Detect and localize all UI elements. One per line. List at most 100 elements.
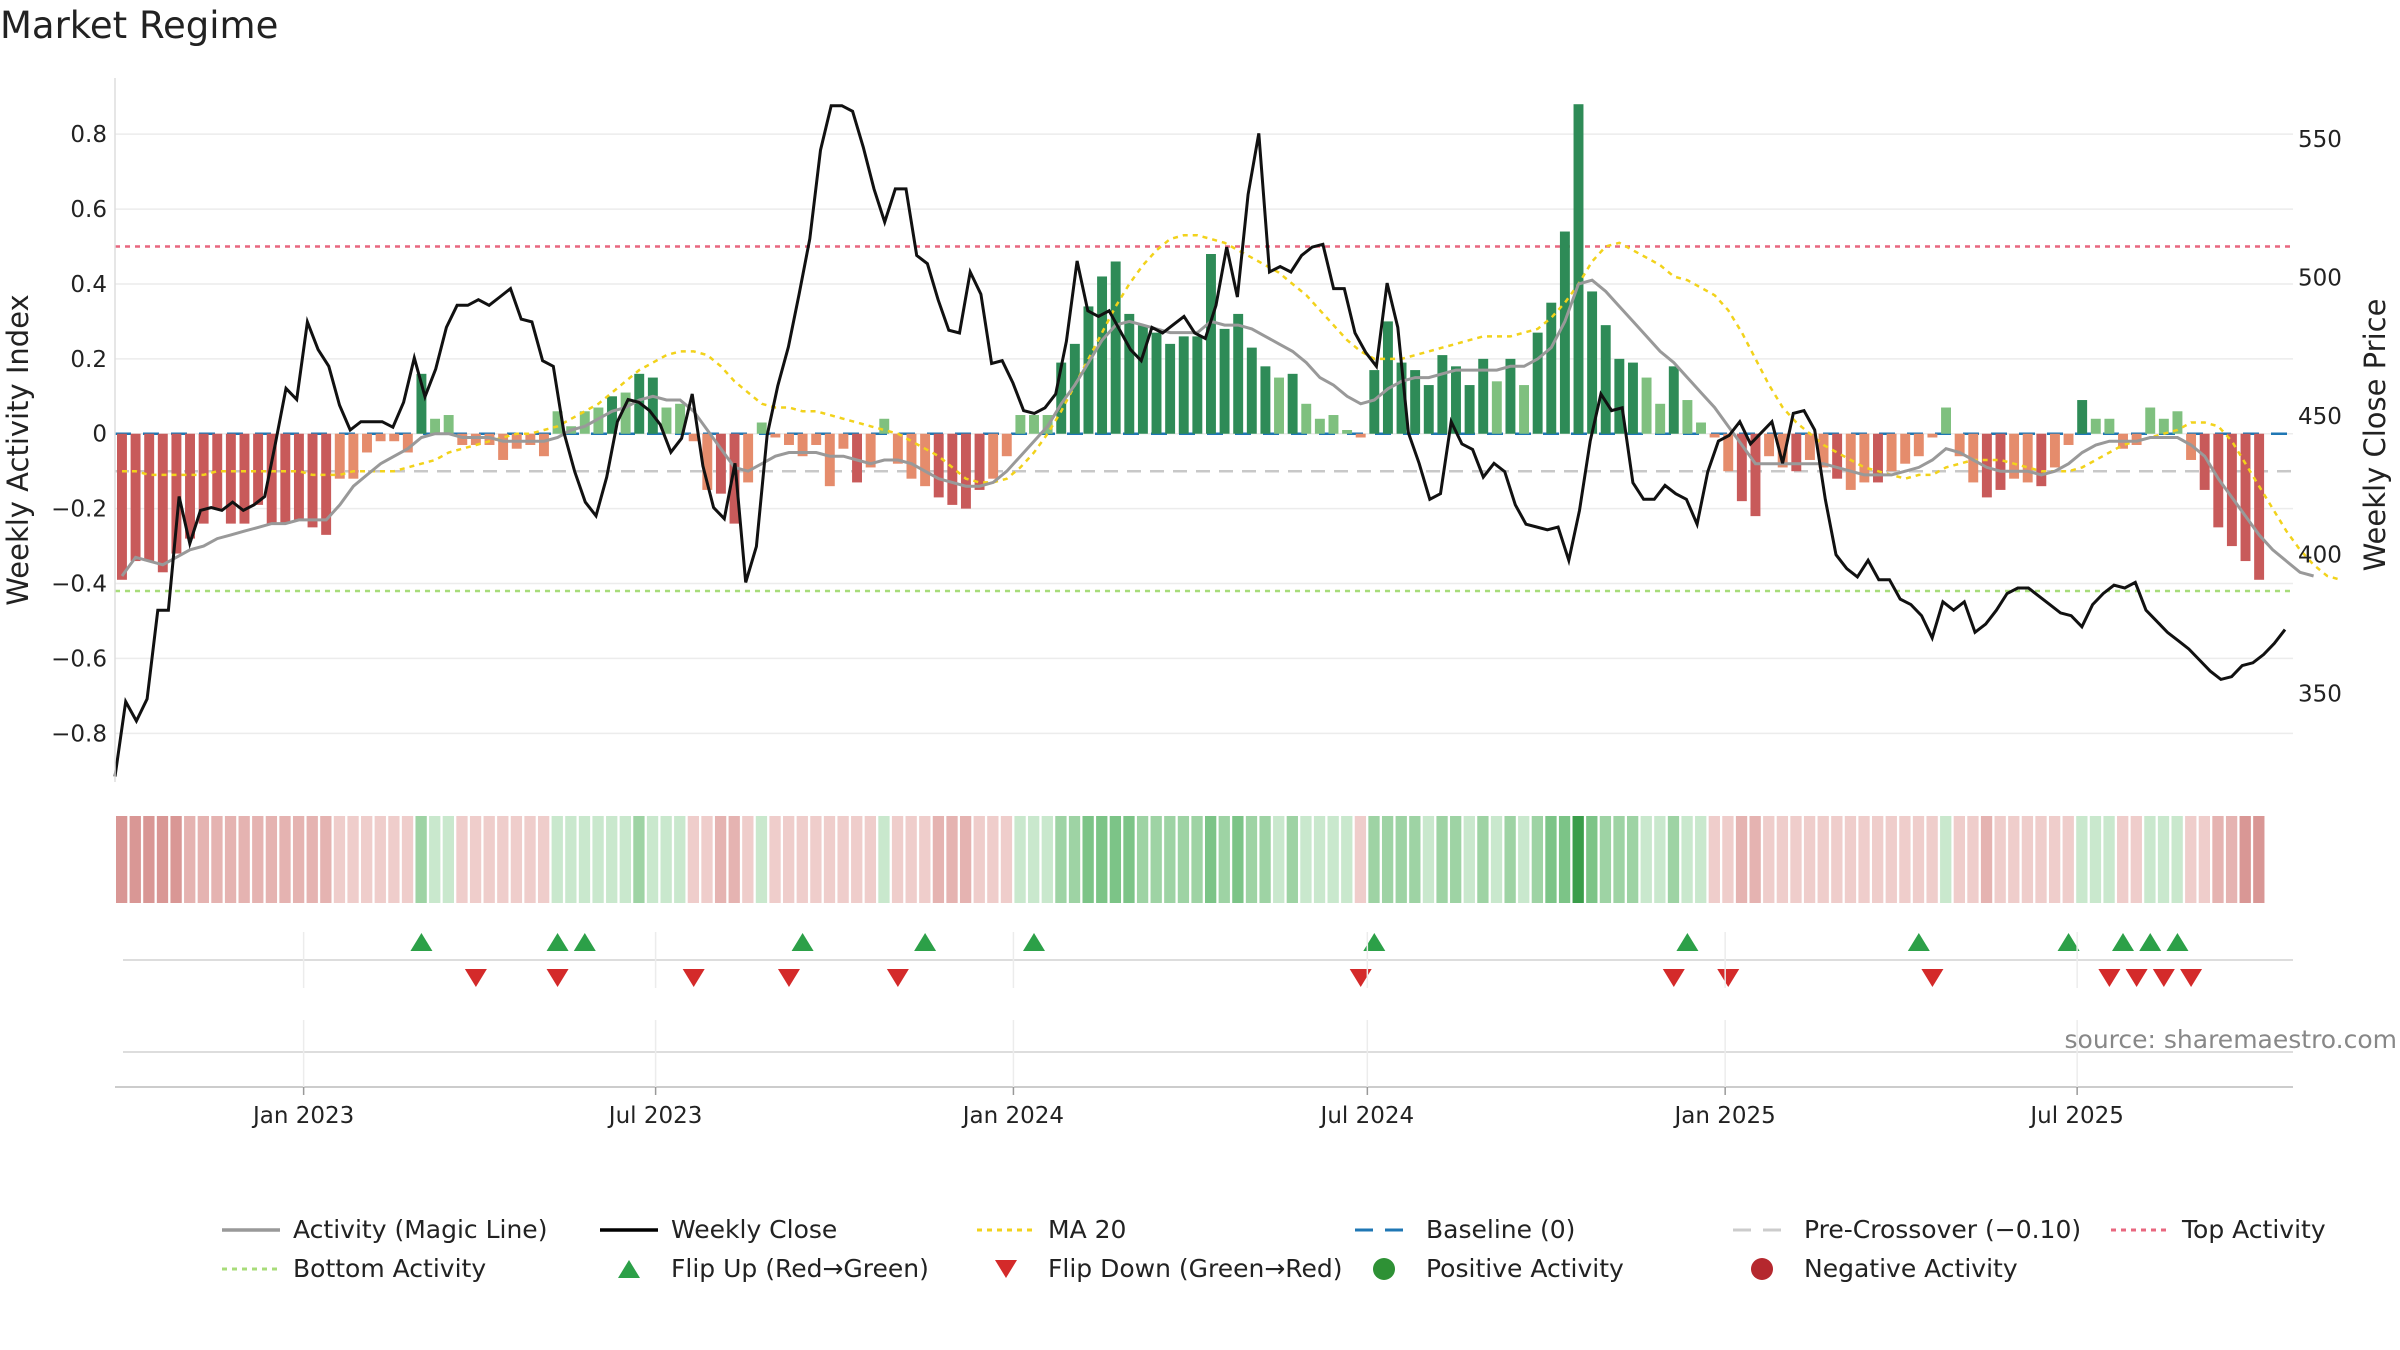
activity-bar: [1941, 407, 1951, 434]
heat-cell: [2130, 816, 2142, 903]
activity-bar: [988, 433, 999, 479]
heat-cell: [973, 816, 985, 903]
activity-bar: [239, 433, 250, 524]
heat-cell: [1940, 816, 1952, 903]
heat-cell: [1300, 816, 1312, 903]
heat-cell: [2171, 816, 2183, 903]
heat-cell: [184, 816, 196, 903]
y2-axis-label: Weekly Close Price: [2358, 299, 2392, 572]
activity-bar: [1342, 430, 1353, 434]
activity-bar: [457, 433, 468, 445]
activity-bar: [1478, 358, 1489, 434]
heat-cell: [1136, 816, 1149, 903]
flip-down-marker: [1349, 969, 1372, 987]
activity-bar: [1097, 276, 1108, 434]
activity-bar: [2145, 407, 2156, 434]
activity-bar: [212, 433, 223, 509]
activity-bar: [1600, 325, 1611, 434]
heat-cell: [469, 816, 482, 903]
activity-bar: [2158, 418, 2169, 434]
activity-bar: [416, 373, 427, 434]
flip-up-marker: [1363, 933, 1386, 951]
flip-up-marker: [573, 933, 596, 951]
activity-bar: [1587, 291, 1598, 434]
heat-cell: [1790, 816, 1802, 903]
heat-cell: [864, 816, 876, 903]
heat-cell: [1695, 816, 1707, 903]
series-lines: [113, 104, 2342, 777]
activity-bar: [157, 433, 168, 573]
activity-bar: [2036, 433, 2047, 487]
heat-cell: [2035, 816, 2047, 903]
activity-bar: [906, 433, 917, 479]
activity-bar: [1627, 362, 1638, 434]
y2-tick-label: 350: [2298, 681, 2342, 707]
magic-line: [120, 278, 2314, 578]
y2-tick-label: 500: [2298, 266, 2342, 292]
activity-bar: [1246, 347, 1257, 434]
flip-down-marker: [2180, 969, 2203, 987]
y2-tick-label: 400: [2298, 543, 2342, 569]
heat-cell: [823, 816, 836, 903]
activity-bar: [1777, 433, 1788, 468]
activity-bar: [1845, 433, 1856, 490]
heat-cell: [1177, 816, 1190, 903]
activity-bar: [947, 433, 958, 505]
activity-bar: [2199, 433, 2210, 490]
heat-cell: [1599, 816, 1612, 903]
activity-bar: [879, 418, 890, 434]
heat-cell: [2008, 816, 2020, 903]
activity-bar: [1954, 433, 1965, 457]
activity-bar: [1655, 403, 1666, 434]
heat-cell: [333, 816, 346, 903]
heat-cell: [1395, 816, 1407, 903]
heat-cell: [932, 816, 945, 903]
activity-bar: [1641, 377, 1652, 434]
heat-cell: [1055, 816, 1067, 903]
activity-bar: [838, 433, 849, 449]
activity-bar: [1723, 433, 1734, 472]
heat-cell: [2021, 816, 2034, 903]
flip-down-marker: [2152, 969, 2175, 987]
heat-cell: [633, 816, 645, 903]
heat-cell: [2157, 816, 2170, 903]
heat-cell: [1912, 816, 1925, 903]
heat-cell: [1681, 816, 1693, 903]
activity-bar: [144, 433, 155, 562]
heat-cell: [2076, 816, 2088, 903]
heat-cell: [714, 816, 727, 903]
activity-bar: [1124, 313, 1135, 434]
heat-cell: [1872, 816, 1884, 903]
heat-cell: [483, 816, 495, 903]
heat-cell: [1368, 816, 1380, 903]
legend-swatch: [1373, 1258, 1395, 1280]
flip-markers-panel: [123, 933, 2293, 987]
activity-bar: [1274, 377, 1284, 434]
activity-bars: [117, 104, 2265, 580]
heat-cell: [919, 816, 931, 903]
activity-bar: [2131, 433, 2142, 445]
heat-cell: [361, 816, 373, 903]
activity-bar: [1927, 433, 1938, 438]
heat-cell: [551, 816, 563, 903]
activity-bar: [1818, 433, 1829, 468]
activity-bar: [1137, 325, 1148, 434]
legend-label: Flip Up (Red→Green): [671, 1254, 929, 1283]
activity-bar: [1764, 433, 1775, 457]
activity-bar: [1015, 415, 1026, 434]
heat-cell: [442, 816, 455, 903]
activity-bar: [1396, 362, 1407, 434]
activity-bar: [974, 433, 985, 490]
flip-down-marker: [1662, 969, 1685, 987]
activity-bar: [743, 433, 754, 483]
x-tick-label: Jan 2025: [1673, 1103, 1776, 1129]
flip-down-marker: [886, 969, 909, 987]
heat-cell: [347, 816, 359, 903]
legend-label: Top Activity: [2181, 1215, 2326, 1244]
heat-cell: [755, 816, 768, 903]
activity-bar: [824, 433, 835, 487]
y-tick-label: −0.6: [51, 646, 107, 672]
legend-swatch: [618, 1260, 640, 1278]
heat-cell: [1654, 816, 1666, 903]
